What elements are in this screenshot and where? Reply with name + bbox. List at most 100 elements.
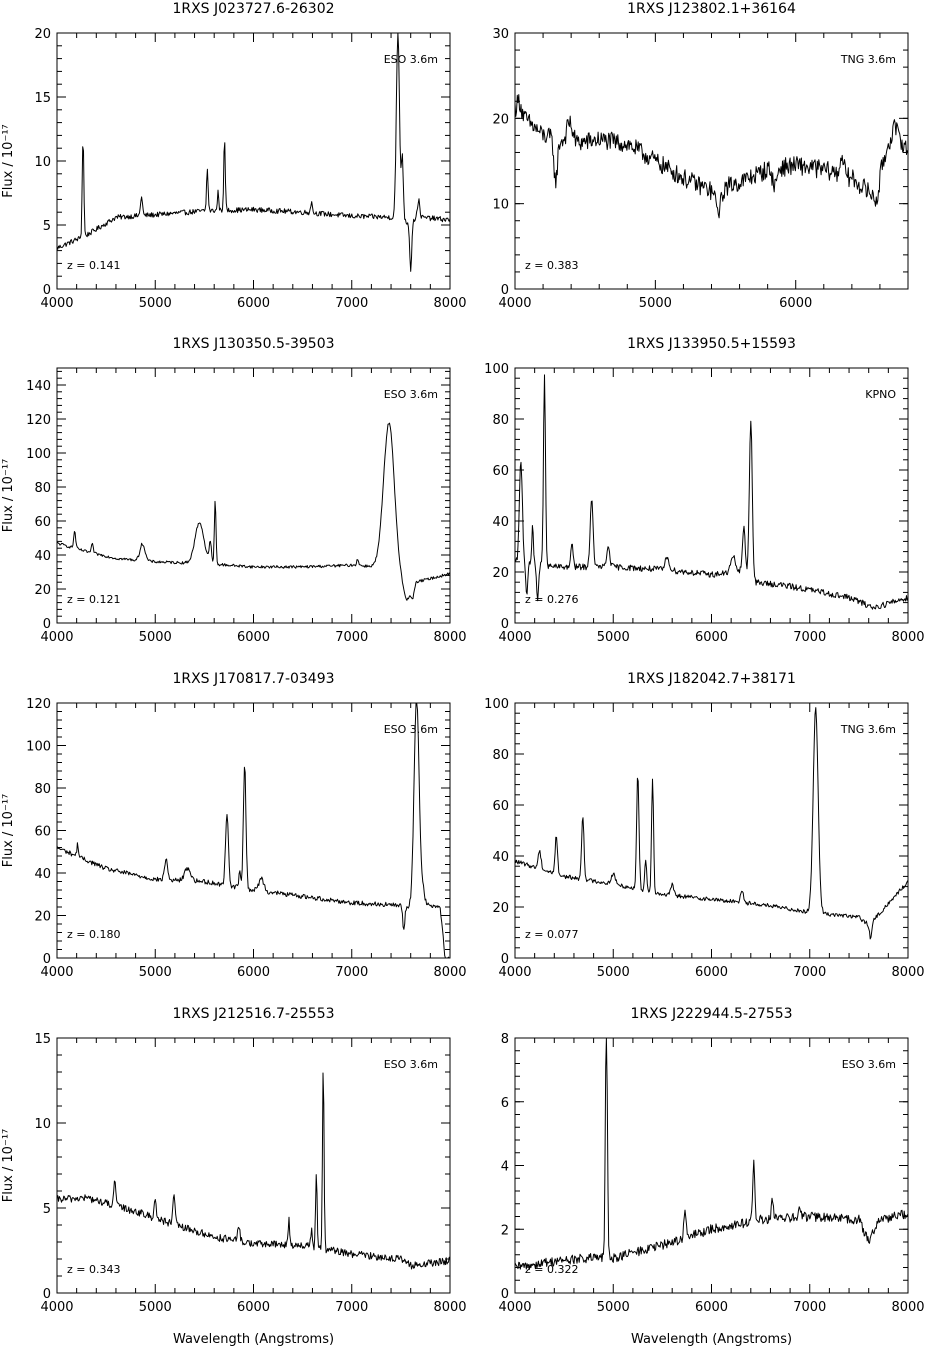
x-tick-label: 8000 (433, 965, 466, 980)
y-tick-label: 80 (492, 413, 509, 428)
x-tick-label: 4000 (40, 630, 73, 645)
y-tick-label: 60 (492, 799, 509, 814)
y-tick-label: 0 (43, 952, 51, 967)
x-tick-label: 6000 (237, 1300, 270, 1315)
spectrum-line (514, 374, 909, 610)
x-tick-label: 8000 (891, 965, 924, 980)
y-tick-label: 5 (43, 219, 51, 234)
x-tick-label: 7000 (335, 630, 368, 645)
x-tick-label: 7000 (335, 965, 368, 980)
y-tick-label: 0 (43, 617, 51, 632)
redshift-label: z = 0.180 (67, 928, 120, 941)
panel-title: 1RXS J023727.6-26302 (172, 1, 334, 17)
x-tick-label: 6000 (695, 630, 728, 645)
telescope-label: ESO 3.6m (384, 1058, 438, 1071)
spectrum-line (56, 1072, 451, 1270)
y-tick-label: 0 (43, 283, 51, 298)
y-tick-label: 120 (26, 413, 51, 428)
x-tick-label: 5000 (139, 296, 172, 311)
redshift-label: z = 0.383 (525, 259, 578, 272)
x-tick-label: 8000 (433, 1300, 466, 1315)
x-tick-label: 5000 (639, 296, 672, 311)
redshift-label: z = 0.121 (67, 593, 120, 606)
y-tick-label: 0 (501, 1287, 509, 1302)
y-tick-label: 6 (501, 1096, 509, 1111)
redshift-label: z = 0.077 (525, 928, 578, 941)
panel-title: 1RXS J222944.5-27553 (630, 1006, 792, 1022)
spectrum-panel: 1RXS J170817.7-03493 4000 5000 6000 7000 8000… (1, 671, 467, 980)
x-tick-label: 6000 (695, 1300, 728, 1315)
telescope-label: ESO 3.6m (384, 723, 438, 736)
plot-frame (514, 1037, 909, 1294)
y-tick-label: 5 (43, 1202, 51, 1217)
y-tick-label: 0 (501, 283, 509, 298)
x-tick-label: 8000 (433, 630, 466, 645)
x-tick-label: 5000 (139, 630, 172, 645)
spectrum-panel: 1RXS J123802.1+36164 4000 5000 6000 0 10 20 30 T… (492, 1, 909, 311)
spectrum-panel: 1RXS J212516.7-25553 4000 5000 6000 7000 8000… (1, 1006, 467, 1347)
x-tick-label: 4000 (498, 1300, 531, 1315)
y-tick-label: 20 (34, 27, 51, 42)
y-tick-label: 60 (34, 825, 51, 840)
x-tick-label: 4000 (40, 296, 73, 311)
y-tick-label: 40 (34, 867, 51, 882)
x-tick-label: 7000 (335, 1300, 368, 1315)
x-tick-label: 6000 (237, 630, 270, 645)
y-tick-label: 8 (501, 1032, 509, 1047)
y-tick-label: 80 (34, 782, 51, 797)
spectrum-line (514, 707, 909, 940)
y-tick-label: 20 (34, 583, 51, 598)
x-tick-label: 7000 (793, 965, 826, 980)
y-tick-label: 2 (501, 1223, 509, 1238)
y-axis-label: Flux / 10⁻¹⁷ (1, 459, 16, 533)
y-tick-label: 40 (492, 515, 509, 530)
y-tick-label: 10 (34, 155, 51, 170)
panel-title: 1RXS J133950.5+15593 (627, 336, 796, 352)
x-tick-label: 6000 (695, 965, 728, 980)
spectrum-line (56, 422, 451, 601)
spectrum-panel: 1RXS J130350.5-39503 4000 5000 6000 7000 8000… (1, 336, 467, 645)
y-tick-label: 10 (492, 198, 509, 213)
x-tick-label: 8000 (891, 1300, 924, 1315)
y-tick-label: 20 (492, 901, 509, 916)
spectrum-panel: 1RXS J023727.6-26302 4000 5000 6000 7000 8000… (1, 1, 467, 311)
x-tick-label: 6000 (237, 965, 270, 980)
panel-title: 1RXS J130350.5-39503 (172, 336, 334, 352)
plot-frame (56, 367, 451, 624)
spectrum-panel: 1RXS J222944.5-27553 4000 5000 6000 7000 8000… (498, 1006, 924, 1347)
y-tick-label: 20 (34, 910, 51, 925)
panel-title: 1RXS J212516.7-25553 (172, 1006, 334, 1022)
y-tick-label: 140 (26, 379, 51, 394)
plot-frame (56, 702, 451, 959)
y-tick-label: 120 (26, 697, 51, 712)
x-tick-label: 6000 (237, 296, 270, 311)
telescope-label: TNG 3.6m (840, 723, 896, 736)
spectrum-line (56, 702, 450, 959)
telescope-label: KPNO (865, 388, 896, 401)
spectrum-line (514, 94, 909, 219)
y-tick-label: 80 (34, 481, 51, 496)
telescope-label: ESO 3.6m (842, 1058, 896, 1071)
y-tick-label: 60 (492, 464, 509, 479)
x-tick-label: 5000 (597, 1300, 630, 1315)
y-tick-label: 100 (26, 447, 51, 462)
y-tick-label: 100 (484, 697, 509, 712)
y-tick-label: 80 (492, 748, 509, 763)
x-tick-label: 4000 (40, 965, 73, 980)
x-tick-label: 7000 (793, 630, 826, 645)
telescope-label: ESO 3.6m (384, 388, 438, 401)
y-tick-label: 4 (501, 1160, 509, 1175)
y-tick-label: 0 (43, 1287, 51, 1302)
redshift-label: z = 0.322 (525, 1263, 578, 1276)
x-axis-label: Wavelength (Angstroms) (631, 1332, 792, 1347)
x-tick-label: 5000 (139, 965, 172, 980)
redshift-label: z = 0.141 (67, 259, 120, 272)
x-tick-label: 8000 (433, 296, 466, 311)
x-tick-label: 5000 (139, 1300, 172, 1315)
plot-frame (56, 1037, 451, 1294)
panel-title: 1RXS J123802.1+36164 (627, 1, 796, 17)
y-tick-label: 10 (34, 1117, 51, 1132)
telescope-label: TNG 3.6m (840, 53, 896, 66)
x-tick-label: 7000 (335, 296, 368, 311)
